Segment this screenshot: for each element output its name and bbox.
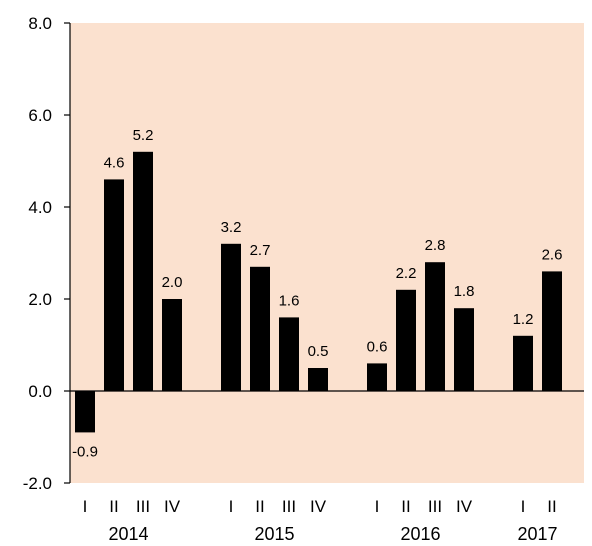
y-tick-label: 4.0 <box>28 198 52 217</box>
bar-2014-q1 <box>75 391 95 433</box>
data-label: 4.6 <box>104 154 125 171</box>
data-label: 2.0 <box>162 274 183 291</box>
data-label: 2.6 <box>542 246 563 263</box>
bar-2015-q2 <box>250 266 270 391</box>
data-label: 1.2 <box>513 311 534 328</box>
bars: -0.9 4.6 5.2 2.0 3.2 2.7 1.6 0.5 0.6 2.2 2.8 1.8 1.2… <box>72 127 562 461</box>
year-label: 2015 <box>254 524 294 544</box>
data-label: 1.6 <box>279 292 300 309</box>
quarter-label: IV <box>310 497 327 516</box>
bar-2017-q1 <box>513 335 533 391</box>
quarter-label: III <box>428 497 442 516</box>
quarter-label: I <box>229 497 234 516</box>
data-label: 3.2 <box>221 219 242 236</box>
quarter-label: IV <box>164 497 181 516</box>
quarter-label: III <box>282 497 296 516</box>
quarter-label: II <box>547 497 556 516</box>
data-label: 0.5 <box>308 343 329 360</box>
bar-2016-q3 <box>425 262 445 391</box>
year-label: 2017 <box>517 524 557 544</box>
quarter-label: II <box>255 497 264 516</box>
quarter-label: III <box>136 497 150 516</box>
quarter-label: IV <box>456 497 473 516</box>
quarter-label: I <box>521 497 526 516</box>
bar-2016-q1 <box>367 363 387 391</box>
y-tick-label: -2.0 <box>23 474 52 493</box>
y-tick-label: 0.0 <box>28 382 52 401</box>
bar-2017-q2 <box>542 271 562 391</box>
data-label: 5.2 <box>133 127 154 144</box>
y-axis: 8.0 6.0 4.0 2.0 0.0 -2.0 <box>23 14 584 493</box>
data-label: 2.7 <box>250 242 271 259</box>
y-tick-label: 6.0 <box>28 106 52 125</box>
bar-2016-q2 <box>396 289 416 391</box>
data-label: 1.8 <box>454 283 475 300</box>
bar-2014-q4 <box>162 299 182 391</box>
data-label: 2.8 <box>425 237 446 254</box>
plot-area <box>70 23 584 483</box>
data-label: 0.6 <box>367 338 388 355</box>
bar-2014-q3 <box>133 151 153 391</box>
quarter-label: II <box>401 497 410 516</box>
bar-2015-q3 <box>279 317 299 391</box>
quarter-label: II <box>109 497 118 516</box>
data-label: 2.2 <box>396 265 417 282</box>
bar-2015-q4 <box>308 368 328 391</box>
quarter-label: I <box>375 497 380 516</box>
bar-2016-q4 <box>454 308 474 391</box>
bar-2014-q2 <box>104 179 124 391</box>
y-tick-label: 8.0 <box>28 14 52 33</box>
y-tick-label: 2.0 <box>28 290 52 309</box>
year-label: 2016 <box>400 524 440 544</box>
year-label: 2014 <box>108 524 148 544</box>
data-label: -0.9 <box>72 443 98 460</box>
quarter-label: I <box>83 497 88 516</box>
bar-2015-q1 <box>221 243 241 391</box>
